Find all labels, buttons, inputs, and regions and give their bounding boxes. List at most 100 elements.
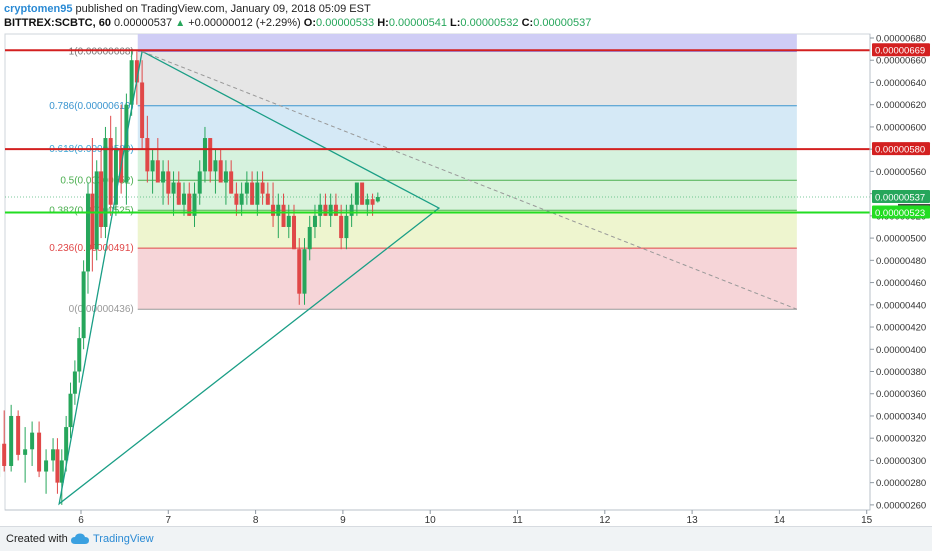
price-axis-tick-label: 0.00000420 xyxy=(876,323,926,334)
time-axis-tick-label: 14 xyxy=(774,515,786,526)
candle-body[interactable] xyxy=(156,160,160,182)
candle-body[interactable] xyxy=(266,194,270,205)
price-axis-tick-label: 0.00000560 xyxy=(876,167,926,178)
price-axis-tick-label: 0.00000360 xyxy=(876,389,926,400)
candle-body[interactable] xyxy=(234,194,238,205)
candle-body[interactable] xyxy=(323,205,327,216)
time-axis-tick-label: 12 xyxy=(599,515,611,526)
candle-body[interactable] xyxy=(37,433,41,472)
candle-body[interactable] xyxy=(313,216,317,227)
candle-body[interactable] xyxy=(365,199,369,205)
price-axis-tick-label: 0.00000380 xyxy=(876,367,926,378)
candle-body[interactable] xyxy=(255,183,259,205)
time-axis-tick-label: 10 xyxy=(425,515,437,526)
candle-body[interactable] xyxy=(140,82,144,138)
fib-level-label: 0(0.00000436) xyxy=(69,304,134,315)
candle-body[interactable] xyxy=(166,171,170,193)
time-axis-tick-label: 13 xyxy=(687,515,699,526)
candle-body[interactable] xyxy=(30,433,34,450)
candle-body[interactable] xyxy=(371,199,375,205)
candle-body[interactable] xyxy=(329,205,333,216)
candle-body[interactable] xyxy=(51,449,55,460)
candle-body[interactable] xyxy=(344,216,348,238)
candle-body[interactable] xyxy=(360,183,364,205)
candle-body[interactable] xyxy=(261,183,265,194)
candle-body[interactable] xyxy=(99,171,103,227)
candle-body[interactable] xyxy=(339,216,343,238)
candle-body[interactable] xyxy=(334,205,338,216)
created-with-text: Created with xyxy=(6,533,68,545)
candle-body[interactable] xyxy=(69,394,73,427)
candle-body[interactable] xyxy=(23,449,27,455)
candle-body[interactable] xyxy=(2,444,6,466)
current-price-tag: 0.00000537 xyxy=(875,192,925,203)
candle-body[interactable] xyxy=(198,171,202,193)
candle-body[interactable] xyxy=(287,216,291,227)
fib-band xyxy=(138,106,797,149)
tradingview-link[interactable]: TradingView xyxy=(93,533,154,545)
price-axis-tick-label: 0.00000440 xyxy=(876,300,926,311)
candle-body[interactable] xyxy=(355,183,359,205)
candle-body[interactable] xyxy=(9,416,13,466)
candle-body[interactable] xyxy=(16,416,20,455)
candle-body[interactable] xyxy=(308,227,312,249)
candle-body[interactable] xyxy=(240,194,244,205)
candle-body[interactable] xyxy=(282,205,286,227)
candle-body[interactable] xyxy=(103,138,107,227)
price-axis-tick-label: 0.00000660 xyxy=(876,56,926,67)
price-axis-tick-label: 0.00000340 xyxy=(876,411,926,422)
candle-body[interactable] xyxy=(250,183,254,205)
candle-body[interactable] xyxy=(161,171,165,182)
candle-body[interactable] xyxy=(73,371,77,393)
candle-body[interactable] xyxy=(219,160,223,182)
candle-body[interactable] xyxy=(245,183,249,194)
candle-body[interactable] xyxy=(208,138,212,171)
candle-body[interactable] xyxy=(203,138,207,171)
candle-body[interactable] xyxy=(90,194,94,250)
candle-body[interactable] xyxy=(213,160,217,171)
price-axis-tick-label: 0.00000280 xyxy=(876,478,926,489)
time-axis-tick-label: 15 xyxy=(861,515,873,526)
candle-body[interactable] xyxy=(350,205,354,216)
green-level-tag: 0.00000523 xyxy=(875,208,925,219)
candle-body[interactable] xyxy=(182,194,186,205)
candle-body[interactable] xyxy=(318,205,322,216)
candle-body[interactable] xyxy=(82,271,86,338)
candle-body[interactable] xyxy=(177,183,181,205)
red-level-tag: 0.00000580 xyxy=(875,145,925,156)
candle-body[interactable] xyxy=(224,171,228,182)
candle-body[interactable] xyxy=(77,338,81,371)
price-axis-tick-label: 0.00000260 xyxy=(876,500,926,511)
fib-band xyxy=(138,149,797,180)
price-chart[interactable]: 1(0.00000668)0.786(0.00000619)0.618(0.00… xyxy=(0,0,932,526)
candle-body[interactable] xyxy=(302,249,306,293)
fib-band xyxy=(138,51,797,105)
price-axis-tick-label: 0.00000460 xyxy=(876,278,926,289)
fib-band xyxy=(138,210,797,248)
fib-level-label: 1(0.00000668) xyxy=(69,46,134,57)
candle-body[interactable] xyxy=(172,183,176,194)
candle-body[interactable] xyxy=(297,249,301,293)
red-level-tag: 0.00000669 xyxy=(875,46,925,57)
candle-body[interactable] xyxy=(95,171,99,249)
price-axis-tick-label: 0.00000640 xyxy=(876,78,926,89)
price-axis-tick-label: 0.00000600 xyxy=(876,122,926,133)
fib-band xyxy=(138,248,797,309)
candle-body[interactable] xyxy=(376,197,380,201)
candle-body[interactable] xyxy=(86,194,90,272)
candle-body[interactable] xyxy=(276,205,280,216)
candle-body[interactable] xyxy=(145,138,149,171)
footer-bar: Created with TradingView xyxy=(0,526,932,551)
time-axis-tick-label: 7 xyxy=(166,515,172,526)
candle-body[interactable] xyxy=(55,449,59,482)
time-axis-tick-label: 9 xyxy=(340,515,346,526)
candle-body[interactable] xyxy=(292,216,296,249)
candle-body[interactable] xyxy=(271,205,275,216)
candle-body[interactable] xyxy=(44,460,48,471)
price-axis-tick-label: 0.00000400 xyxy=(876,345,926,356)
candle-body[interactable] xyxy=(229,171,233,193)
candle-body[interactable] xyxy=(109,138,113,205)
price-axis-tick-label: 0.00000300 xyxy=(876,456,926,467)
candle-body[interactable] xyxy=(151,160,155,171)
fib-band xyxy=(138,34,797,51)
